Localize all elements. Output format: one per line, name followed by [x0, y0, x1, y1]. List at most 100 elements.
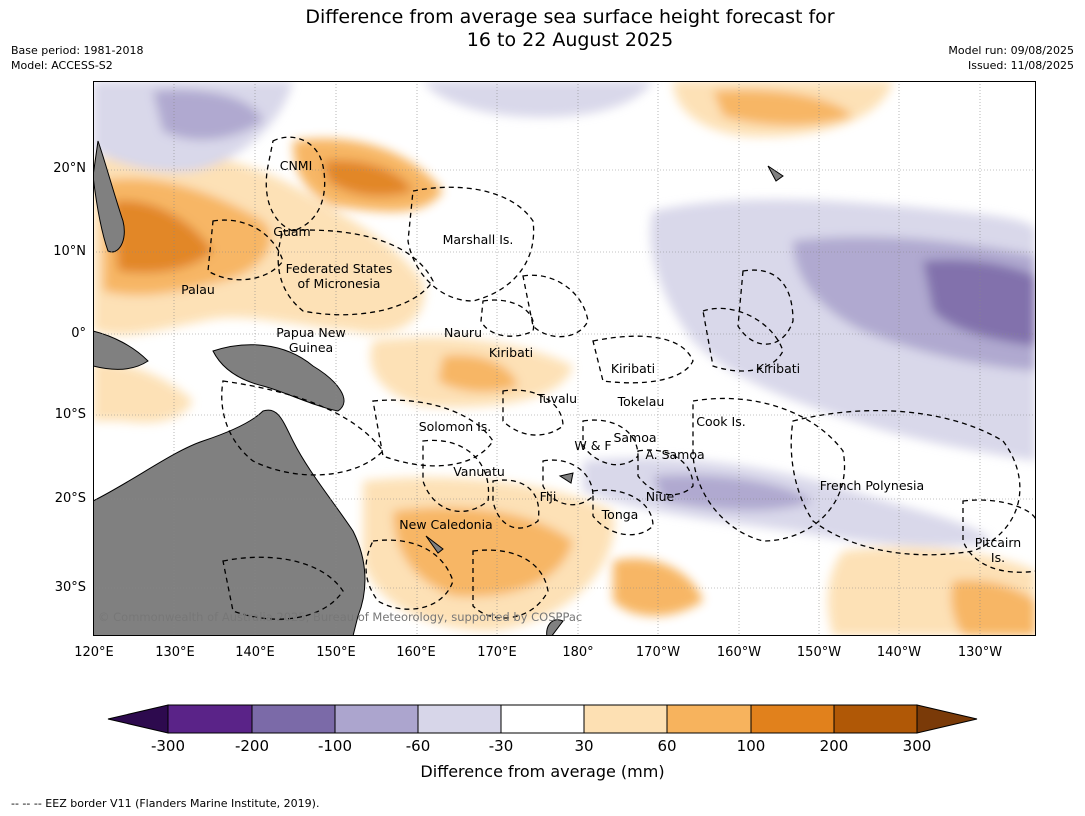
fiji	[558, 472, 574, 484]
label-french-polynesia: French Polynesia	[820, 478, 924, 493]
label-marshall-is: Marshall Is.	[443, 232, 514, 247]
colorbar-bin-6	[583, 704, 668, 734]
sea-surface-height-map[interactable]: CNMI Guam Marshall Is. Federated States …	[93, 81, 1036, 636]
anomaly-negative-north-center	[423, 81, 653, 118]
base-period: Base period: 1981-2018	[11, 44, 144, 57]
anomaly-positive-australia	[93, 361, 193, 423]
copyright-notice: © Commonwealth of Australia 2025, Bureau…	[98, 610, 582, 624]
lat-label-20n: 20°N	[53, 161, 86, 176]
anomaly-positive-southeast-2	[951, 580, 1036, 636]
model-run: Model run: 09/08/2025	[948, 44, 1074, 57]
label-fsm-line1: Federated States	[286, 261, 393, 276]
colorbar-bin-3	[334, 704, 419, 734]
label-samoa: Samoa	[613, 430, 656, 445]
colorbar-bin-1	[167, 704, 253, 734]
lon-label-140w: 140°W	[876, 645, 922, 660]
lon-label-130e: 130°E	[155, 645, 195, 660]
colorbar-bin-7	[666, 704, 752, 734]
lat-label-20s: 20°S	[54, 491, 86, 506]
region-labels: CNMI Guam Marshall Is. Federated States …	[181, 158, 1021, 565]
meta-left: Base period: 1981-2018 Model: ACCESS-S2	[11, 43, 143, 73]
colorbar-bin-4	[417, 704, 502, 734]
label-tonga: Tonga	[601, 507, 639, 522]
colorbar-bin-5	[500, 704, 585, 734]
colorbar-extend-low	[107, 704, 169, 734]
title-line-2: 16 to 22 August 2025	[466, 29, 674, 51]
lon-label-170e: 170°E	[477, 645, 517, 660]
cbar-tick-200: 200	[819, 737, 849, 755]
cbar-tick-m60: -60	[405, 737, 431, 755]
label-new-caledonia: New Caledonia	[399, 517, 492, 532]
australia	[93, 409, 366, 636]
anomaly-positive-south-2	[393, 507, 573, 597]
lat-label-30s: 30°S	[54, 580, 86, 595]
label-tokelau: Tokelau	[617, 394, 665, 409]
lon-label-160e: 160°E	[396, 645, 436, 660]
label-vanuatu: Vanuatu	[453, 464, 505, 479]
lat-label-10n: 10°N	[53, 244, 86, 259]
label-kiribati-west: Kiribati	[489, 345, 533, 360]
label-png-line1: Papua New	[276, 325, 345, 340]
lat-label-10s: 10°S	[54, 407, 86, 422]
model-name: Model: ACCESS-S2	[11, 59, 113, 72]
colorbar-extend-high	[916, 704, 978, 734]
lon-label-120e: 120°E	[74, 645, 114, 660]
cbar-tick-300: 300	[902, 737, 932, 755]
lon-label-150e: 150°E	[316, 645, 356, 660]
lon-label-160w: 160°W	[716, 645, 762, 660]
cbar-tick-m200: -200	[234, 737, 270, 755]
label-american-samoa: A. Samoa	[645, 447, 704, 462]
colorbar-bin-2	[251, 704, 336, 734]
cbar-tick-m30: -30	[488, 737, 514, 755]
colorbar-label: Difference from average (mm)	[420, 762, 665, 781]
label-fiji: Fiji	[540, 489, 557, 504]
lon-label-130w: 130°W	[957, 645, 1003, 660]
anomaly-positive-center-2	[438, 355, 518, 393]
chart-title: Difference from average sea surface heig…	[0, 6, 1085, 52]
issued-date: Issued: 11/08/2025	[967, 59, 1074, 72]
new-caledonia	[425, 535, 444, 554]
map-frame	[93, 81, 1036, 636]
cbar-tick-m100: -100	[317, 737, 353, 755]
label-solomon-is: Solomon Is.	[419, 419, 492, 434]
anomaly-positive-northeast-2	[713, 89, 853, 126]
anomaly-positive-north-2	[323, 160, 413, 197]
land	[93, 140, 784, 636]
label-nauru: Nauru	[444, 325, 482, 340]
label-guam: Guam	[273, 224, 310, 239]
eez-borders	[207, 136, 1036, 620]
colorbar-bin-8	[750, 704, 835, 734]
lat-label-0: 0°	[71, 326, 86, 341]
label-cnmi: CNMI	[280, 158, 313, 173]
lon-label-150w: 150°W	[796, 645, 842, 660]
indonesia	[93, 330, 149, 370]
label-palau: Palau	[181, 282, 215, 297]
label-cook-is: Cook Is.	[696, 414, 745, 429]
label-pitcairn-line1: Pitcairn	[975, 535, 1021, 550]
new-zealand-north	[546, 619, 564, 636]
anomaly-negative-northwest-2	[153, 89, 263, 140]
label-tuvalu: Tuvalu	[536, 391, 577, 406]
title-line-1: Difference from average sea surface heig…	[305, 6, 835, 28]
cbar-tick-60: 60	[657, 737, 677, 755]
eez-footnote: -- -- -- EEZ border V11 (Flanders Marine…	[11, 797, 320, 810]
lon-label-180: 180°	[562, 645, 594, 660]
lon-label-170w: 170°W	[635, 645, 681, 660]
meta-right: Model run: 09/08/2025 Issued: 11/08/2025	[948, 43, 1074, 73]
philippines	[93, 140, 125, 253]
anomaly-field	[93, 81, 1036, 636]
cbar-tick-m300: -300	[150, 737, 186, 755]
label-kiribati-center: Kiribati	[611, 361, 655, 376]
anomaly-negative-east-3	[923, 259, 1036, 346]
new-guinea	[212, 344, 345, 412]
label-fsm-line2: of Micronesia	[298, 276, 381, 291]
lon-label-140e: 140°E	[235, 645, 275, 660]
cbar-tick-30: 30	[574, 737, 594, 755]
label-pitcairn-line2: Is.	[991, 550, 1005, 565]
label-png-line2: Guinea	[289, 340, 333, 355]
colorbar-bin-9	[833, 704, 918, 734]
anomaly-positive-south-3	[613, 558, 703, 616]
graticule	[93, 81, 1036, 636]
label-wallis-futuna: W & F	[574, 438, 611, 453]
anomaly-positive-west-3	[113, 200, 213, 273]
